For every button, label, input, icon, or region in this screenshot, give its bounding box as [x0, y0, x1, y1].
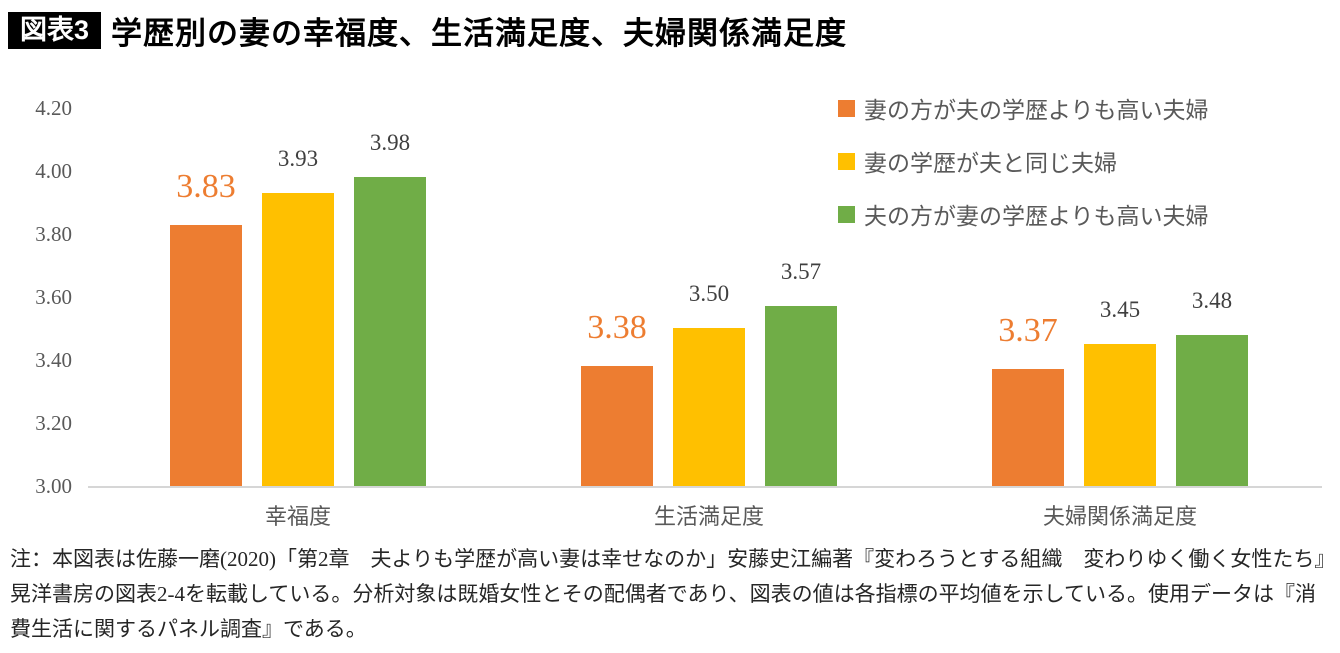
category-label: 夫婦関係満足度 — [1042, 504, 1197, 529]
bar-value-label: 3.57 — [780, 259, 822, 284]
y-tick-label: 3.80 — [35, 222, 72, 246]
x-axis-line — [88, 486, 1322, 488]
y-tick-label: 4.20 — [35, 96, 72, 120]
bar — [581, 366, 653, 486]
bar — [1084, 344, 1156, 486]
y-tick-label: 4.00 — [35, 159, 72, 183]
bar — [673, 328, 745, 486]
bar-value-label: 3.48 — [1191, 288, 1233, 313]
figure-number-badge: 図表3 — [8, 12, 102, 49]
bar — [262, 193, 334, 486]
bar — [170, 225, 242, 486]
category-label: 生活満足度 — [653, 504, 764, 529]
legend-swatch-green-icon — [838, 205, 855, 223]
bar — [1176, 335, 1248, 486]
chart-legend: 妻の方が夫の学歴よりも高い夫婦 妻の学歴が夫と同じ夫婦 夫の方が妻の学歴よりも高… — [838, 96, 1209, 255]
chart-header: 図表3 学歴別の妻の幸福度、生活満足度、夫婦関係満足度 — [8, 8, 847, 53]
y-tick-label: 3.00 — [35, 474, 72, 498]
bar — [765, 306, 837, 486]
legend-label-wife-higher: 妻の方が夫の学歴よりも高い夫婦 — [864, 98, 1209, 123]
bar-value-label: 3.93 — [277, 146, 319, 171]
bar-value-label: 3.83 — [176, 168, 236, 205]
bar — [992, 369, 1064, 486]
legend-item-equal-education: 妻の学歴が夫と同じ夫婦 — [838, 149, 1209, 176]
bar — [354, 177, 426, 486]
source-note: 注：本図表は佐藤一磨(2020)「第2章 夫よりも学歴が高い妻は幸せなのか」安藤… — [10, 547, 1325, 641]
bar-value-label: 3.38 — [587, 309, 647, 346]
y-tick-label: 3.40 — [35, 348, 72, 372]
legend-item-husband-higher: 夫の方が妻の学歴よりも高い夫婦 — [838, 202, 1209, 229]
legend-swatch-yellow-icon — [838, 152, 855, 170]
bar-value-label: 3.45 — [1099, 297, 1141, 322]
bar-value-label: 3.98 — [369, 130, 411, 155]
legend-label-equal-education: 妻の学歴が夫と同じ夫婦 — [864, 151, 1117, 176]
bar-value-label: 3.50 — [688, 281, 730, 306]
chart-title: 学歴別の妻の幸福度、生活満足度、夫婦関係満足度 — [111, 16, 848, 51]
y-tick-label: 3.60 — [35, 285, 72, 309]
legend-swatch-orange-icon — [838, 99, 855, 117]
bar-value-label: 3.37 — [998, 312, 1058, 349]
legend-label-husband-higher: 夫の方が妻の学歴よりも高い夫婦 — [864, 204, 1209, 229]
category-label: 幸福度 — [264, 504, 331, 529]
legend-item-wife-higher: 妻の方が夫の学歴よりも高い夫婦 — [838, 96, 1209, 123]
y-tick-label: 3.20 — [35, 411, 72, 435]
